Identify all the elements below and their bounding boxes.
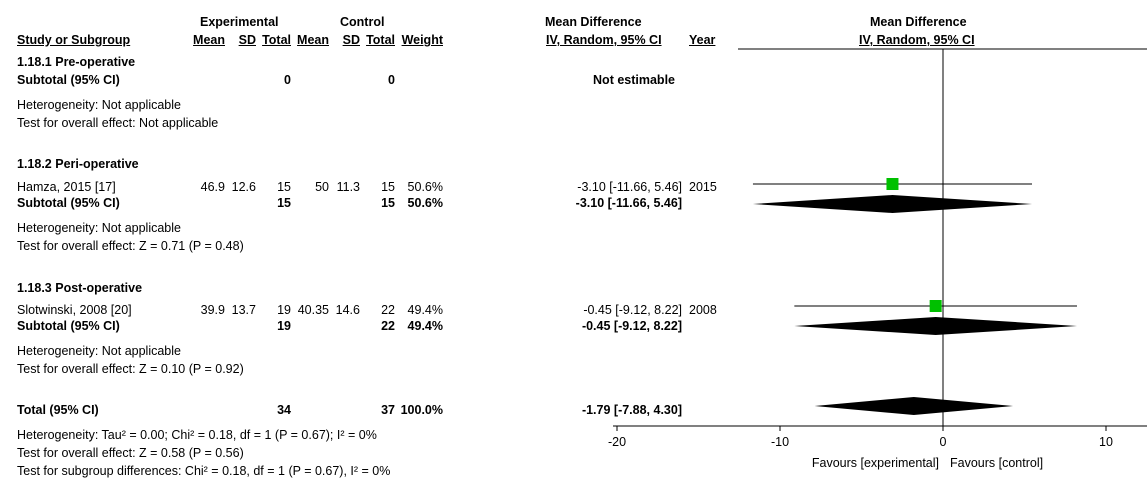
study-exp-total: 15: [277, 180, 291, 194]
overall-effect-text: Test for overall effect: Not applicable: [17, 116, 219, 130]
heterogeneity-text: Heterogeneity: Not applicable: [17, 221, 181, 235]
subgroup-title: 1.18.3 Post-operative: [17, 281, 143, 295]
study-weight: 50.6%: [407, 180, 443, 194]
weight-col-header: Weight: [401, 33, 443, 47]
study-exp-mean: 39.9: [200, 303, 225, 317]
study-ctrl-sd: 11.3: [336, 180, 360, 194]
study-col-header: Study or Subgroup: [17, 33, 131, 47]
mean-difference-header: Mean Difference: [545, 15, 642, 29]
total-ctrl-total: 37: [381, 403, 395, 417]
subtotal-weight: 49.4%: [407, 319, 443, 333]
total-exp-total: 34: [277, 403, 291, 417]
subtotal-weight: 50.6%: [407, 196, 443, 210]
subtotal-exp-total: 15: [277, 196, 291, 210]
study-ci: -0.45 [-9.12, 8.22]: [583, 303, 682, 317]
year-col-header: Year: [689, 33, 716, 47]
overall-effect-text: Test for overall effect: Z = 0.71 (P = 0…: [17, 239, 244, 253]
ctrl-total-col-header: Total: [366, 33, 395, 47]
favours-experimental-label: Favours [experimental]: [812, 456, 939, 470]
study-name: Hamza, 2015 [17]: [17, 180, 116, 194]
total-overall-effect-text: Test for overall effect: Z = 0.58 (P = 0…: [17, 446, 244, 460]
study-year: 2008: [689, 303, 717, 317]
study-exp-sd: 12.6: [231, 180, 256, 194]
study-point-estimate: [929, 300, 942, 312]
overall-effect-text: Test for overall effect: Z = 0.10 (P = 0…: [17, 362, 244, 376]
subgroup-differences-text: Test for subgroup differences: Chi² = 0.…: [17, 464, 391, 478]
subtotal-ctrl-total: 22: [381, 319, 395, 333]
study-point-estimate: [886, 178, 899, 190]
x-tick-label: -20: [608, 435, 626, 449]
study-year: 2015: [689, 180, 717, 194]
plot-method-header: IV, Random, 95% CI: [859, 33, 975, 47]
pooled-estimate-diamond: [814, 397, 1014, 415]
study-exp-mean: 46.9: [200, 180, 225, 194]
exp-mean-col-header: Mean: [193, 33, 225, 47]
x-tick-label: 0: [940, 435, 947, 449]
ctrl-sd-col-header: SD: [342, 33, 360, 47]
subtotal-exp-total: 0: [284, 73, 291, 87]
x-tick-label: -10: [771, 435, 789, 449]
study-ctrl-mean: 50: [315, 180, 329, 194]
subtotal-label: Subtotal (95% CI): [17, 196, 120, 210]
study-ci: -3.10 [-11.66, 5.46]: [577, 180, 682, 194]
study-ctrl-sd: 14.6: [335, 303, 360, 317]
study-exp-sd: 13.7: [231, 303, 256, 317]
x-tick-label: 10: [1099, 435, 1113, 449]
subtotal-ci: -3.10 [-11.66, 5.46]: [575, 196, 682, 210]
heterogeneity-text: Heterogeneity: Not applicable: [17, 98, 181, 112]
total-ci: -1.79 [-7.88, 4.30]: [581, 403, 682, 417]
study-ctrl-total: 15: [381, 180, 395, 194]
ci-col-header: IV, Random, 95% CI: [546, 33, 662, 47]
study-weight: 49.4%: [407, 303, 443, 317]
subtotal-label: Subtotal (95% CI): [17, 319, 120, 333]
pooled-estimate-diamond: [752, 195, 1032, 213]
subtotal-exp-total: 19: [277, 319, 291, 333]
subgroup-title: 1.18.2 Peri-operative: [17, 157, 139, 171]
heterogeneity-text: Heterogeneity: Not applicable: [17, 344, 181, 358]
subtotal-ctrl-total: 0: [388, 73, 395, 87]
study-ctrl-mean: 40.35: [297, 303, 329, 317]
total-heterogeneity-text: Heterogeneity: Tau² = 0.00; Chi² = 0.18,…: [17, 428, 377, 442]
favours-control-label: Favours [control]: [950, 456, 1043, 470]
study-name: Slotwinski, 2008 [20]: [17, 303, 132, 317]
ctrl-mean-col-header: Mean: [297, 33, 329, 47]
study-exp-total: 19: [277, 303, 291, 317]
experimental-header: Experimental: [200, 15, 279, 29]
total-label: Total (95% CI): [17, 403, 99, 417]
exp-total-col-header: Total: [262, 33, 291, 47]
subtotal-ci: -0.45 [-9.12, 8.22]: [581, 319, 682, 333]
subgroup-title: 1.18.1 Pre-operative: [17, 55, 136, 69]
subtotal-ctrl-total: 15: [381, 196, 395, 210]
plot-title: Mean Difference: [870, 15, 967, 29]
subtotal-ci: Not estimable: [593, 73, 675, 87]
control-header: Control: [340, 15, 385, 29]
total-weight: 100.0%: [400, 403, 443, 417]
subtotal-label: Subtotal (95% CI): [17, 73, 120, 87]
study-ctrl-total: 22: [381, 303, 395, 317]
exp-sd-col-header: SD: [238, 33, 256, 47]
pooled-estimate-diamond: [794, 317, 1077, 335]
